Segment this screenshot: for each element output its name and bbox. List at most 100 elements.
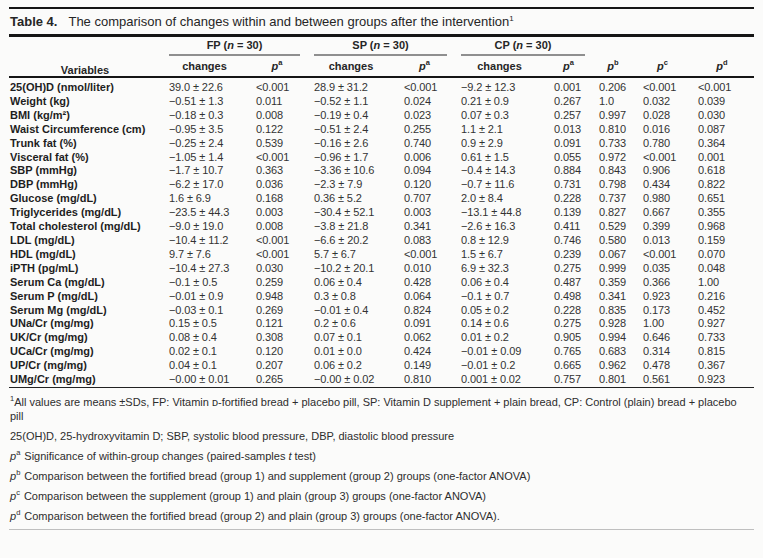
cell-cp-pa: 0.257 [546, 109, 591, 123]
cell-pd: 0.822 [690, 178, 754, 192]
cell-cp-changes: −9.2 ± 12.3 [453, 77, 546, 95]
cell-pb: 0.999 [591, 262, 635, 276]
cell-fp-changes: 1.6 ± 6.9 [161, 192, 248, 206]
cell-sp-pa: 0.006 [396, 151, 453, 165]
cell-pb: 0.683 [591, 345, 635, 359]
row-label: Serum Ca (mg/dL) [9, 276, 161, 290]
group-header-row: Variables FP (n = 30) SP (n = 30) CP (n … [9, 37, 754, 56]
cell-sp-changes: 0.36 ± 5.2 [306, 192, 396, 206]
cell-cp-pa: 0.091 [546, 137, 591, 151]
cell-pb: 0.359 [591, 276, 635, 290]
cell-cp-pa: 0.665 [546, 359, 591, 373]
cell-cp-changes: −0.7 ± 11.6 [453, 178, 546, 192]
row-label: Weight (kg) [9, 95, 161, 109]
cell-sp-pa: 0.120 [396, 178, 453, 192]
variables-column-header: Variables [9, 37, 161, 77]
comparison-table: Variables FP (n = 30) SP (n = 30) CP (n … [9, 37, 754, 388]
cp-pa-header: pa [546, 56, 591, 77]
cell-pc: 0.173 [635, 304, 690, 318]
row-label: UCa/Cr (mg/mg) [9, 345, 161, 359]
cell-sp-changes: −0.51 ± 2.4 [306, 123, 396, 137]
cell-sp-changes: 0.01 ± 0.0 [306, 345, 396, 359]
footnote-pb-text: Comparison between the fortified bread (… [24, 470, 530, 482]
sp-changes-header: changes [306, 56, 396, 77]
cell-cp-changes: 1.1 ± 2.1 [453, 123, 546, 137]
table-row: DBP (mmHg)−6.2 ± 17.00.036−2.3 ± 7.90.12… [9, 178, 754, 192]
footnote-pa-marker: pa [10, 450, 20, 462]
cell-cp-changes: −13.1 ± 44.8 [453, 206, 546, 220]
cell-pb: 0.835 [591, 304, 635, 318]
cell-sp-changes: −30.4 ± 52.1 [306, 206, 396, 220]
cell-sp-pa: 0.064 [396, 290, 453, 304]
cell-sp-pa: 0.428 [396, 276, 453, 290]
row-label: BMI (kg/m²) [9, 109, 161, 123]
cell-sp-changes: 0.06 ± 0.4 [306, 276, 396, 290]
cell-fp-changes: −0.95 ± 3.5 [161, 123, 248, 137]
cell-pd: 0.367 [690, 359, 754, 373]
group-header-spacer [591, 37, 754, 56]
cell-fp-changes: 9.7 ± 7.6 [161, 248, 248, 262]
cell-fp-changes: −0.1 ± 0.5 [161, 276, 248, 290]
table-row: Serum Mg (mg/dL)−0.03 ± 0.10.269−0.01 ± … [9, 304, 754, 318]
cell-cp-pa: 0.267 [546, 95, 591, 109]
cell-pd: 0.355 [690, 206, 754, 220]
cell-cp-changes: 0.14 ± 0.6 [453, 317, 546, 331]
group-header-fp-label: FP (n = 30) [169, 39, 300, 56]
cell-fp-changes: −6.2 ± 17.0 [161, 178, 248, 192]
table-row: UCa/Cr (mg/mg)0.02 ± 0.10.1200.01 ± 0.00… [9, 345, 754, 359]
cell-fp-changes: 0.04 ± 0.1 [161, 359, 248, 373]
cell-pd: 1.00 [690, 276, 754, 290]
cell-cp-changes: −0.01 ± 0.2 [453, 359, 546, 373]
cell-pb: 0.972 [591, 151, 635, 165]
footnote-pc-text: Comparison between the supplement (group… [24, 490, 486, 502]
cell-pb: 0.962 [591, 359, 635, 373]
cell-sp-changes: −0.16 ± 2.6 [306, 137, 396, 151]
cell-fp-pa: 0.008 [248, 220, 306, 234]
cell-pd: 0.364 [690, 137, 754, 151]
table-row: Trunk fat (%)−0.25 ± 2.40.539−0.16 ± 2.6… [9, 137, 754, 151]
cell-sp-pa: 0.094 [396, 164, 453, 178]
table-row: Glucose (mg/dL)1.6 ± 6.90.1680.36 ± 5.20… [9, 192, 754, 206]
cell-sp-pa: 0.083 [396, 234, 453, 248]
cell-pd: 0.651 [690, 192, 754, 206]
footnote-pa: paSignificance of within-group changes (… [10, 449, 753, 463]
cell-cp-pa: 0.884 [546, 164, 591, 178]
cell-pb: 0.341 [591, 290, 635, 304]
cell-cp-pa: 0.001 [546, 77, 591, 95]
table-row: UK/Cr (mg/mg)0.08 ± 0.40.3080.07 ± 0.10.… [9, 331, 754, 345]
cell-pb: 1.0 [591, 95, 635, 109]
table-header: Variables FP (n = 30) SP (n = 30) CP (n … [9, 37, 754, 77]
footnote-abbreviations: 25(OH)D, 25-hydroxyvitamin D; SBP, systo… [10, 429, 753, 443]
row-label: iPTH (pg/mL) [9, 262, 161, 276]
cell-pd: 0.815 [690, 345, 754, 359]
cell-sp-pa: 0.707 [396, 192, 453, 206]
cell-pc: 0.561 [635, 373, 690, 387]
cell-fp-pa: 0.008 [248, 109, 306, 123]
cell-fp-changes: −23.5 ± 44.3 [161, 206, 248, 220]
cell-fp-pa: 0.269 [248, 304, 306, 318]
row-label: Serum P (mg/dL) [9, 290, 161, 304]
cell-cp-pa: 0.239 [546, 248, 591, 262]
table-row: Waist Circumference (cm)−0.95 ± 3.50.122… [9, 123, 754, 137]
cell-fp-changes: 0.08 ± 0.4 [161, 331, 248, 345]
cell-pb: 0.994 [591, 331, 635, 345]
row-label: SBP (mmHg) [9, 164, 161, 178]
cell-fp-changes: 0.15 ± 0.5 [161, 317, 248, 331]
cell-fp-pa: 0.207 [248, 359, 306, 373]
cell-sp-pa: 0.149 [396, 359, 453, 373]
footnote-pd-text: Comparison between the fortified bread (… [24, 510, 500, 522]
cell-sp-changes: −0.01 ± 0.4 [306, 304, 396, 318]
cell-pb: 0.733 [591, 137, 635, 151]
cell-fp-pa: 0.011 [248, 95, 306, 109]
table-caption: Table 4.The comparison of changes within… [9, 9, 754, 34]
cell-fp-changes: −0.51 ± 1.3 [161, 95, 248, 109]
pd-header: pd [690, 56, 754, 77]
cell-pc: 0.035 [635, 262, 690, 276]
cell-cp-changes: 0.01 ± 0.2 [453, 331, 546, 345]
footnote-pd: pdComparison between the fortified bread… [10, 509, 753, 523]
cell-pd: 0.618 [690, 164, 754, 178]
cell-fp-changes: 39.0 ± 22.6 [161, 77, 248, 95]
table-row: UNa/Cr (mg/mg)0.15 ± 0.50.1210.2 ± 0.60.… [9, 317, 754, 331]
group-header-cp: CP (n = 30) [453, 37, 591, 56]
cell-fp-pa: <0.001 [248, 151, 306, 165]
